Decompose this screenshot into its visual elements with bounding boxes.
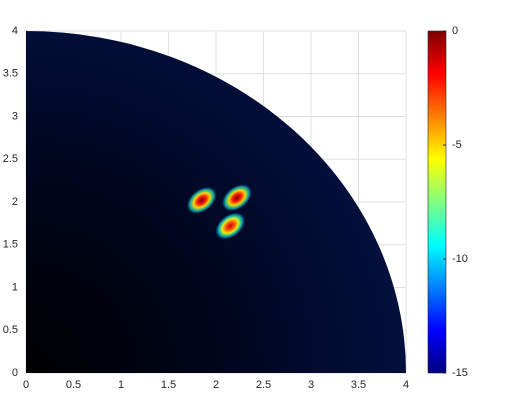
x-tick-label: 2 <box>213 379 219 391</box>
y-tick-label: 3 <box>12 110 18 122</box>
x-tick-label: 1 <box>118 379 124 391</box>
y-tick-label: 0 <box>12 367 18 379</box>
x-tick-label: 4 <box>403 379 409 391</box>
colorbar-tick-label: 0 <box>452 25 458 37</box>
colorbar-tick-label: -15 <box>452 367 468 379</box>
colorbar <box>427 30 447 374</box>
y-tick-label: 1 <box>12 281 18 293</box>
x-tick-label: 0.5 <box>66 379 81 391</box>
x-tick-label: 3.5 <box>351 379 366 391</box>
field-region <box>26 31 406 373</box>
x-tick-label: 0 <box>23 379 29 391</box>
colorbar-tick-label: -10 <box>452 253 468 265</box>
y-tick-label: 3.5 <box>3 68 18 80</box>
y-tick-label: 2 <box>12 196 18 208</box>
hotspot <box>215 212 246 240</box>
hotspot <box>186 186 217 214</box>
y-tick-label: 0.5 <box>3 324 18 336</box>
y-tick-label: 4 <box>12 25 18 37</box>
hotspot <box>221 184 252 212</box>
x-tick-label: 2.5 <box>256 379 271 391</box>
x-tick-label: 1.5 <box>161 379 176 391</box>
y-tick-label: 1.5 <box>3 239 18 251</box>
colorbar-tick-label: -5 <box>452 139 462 151</box>
x-tick-label: 3 <box>308 379 314 391</box>
y-tick-label: 2.5 <box>3 153 18 165</box>
